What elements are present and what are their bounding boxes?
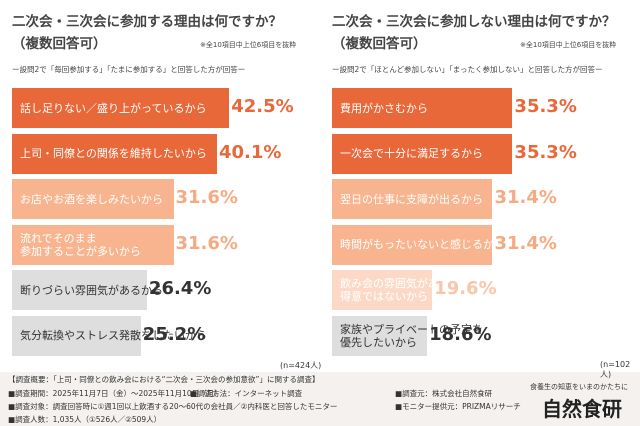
footer-line: ■調査人数：1,035人（①526人／②509人）: [8, 415, 162, 424]
footer-line: ■モニター提供元：PRIZMAリサーチ: [395, 402, 521, 411]
sample-size: (n=102人): [600, 360, 631, 379]
footer-line: ■調査期間：2025年11月7日（金）～2025年11月10日（月）: [8, 389, 222, 398]
category-label: 時間がもったいないと感じるから: [340, 238, 505, 251]
question-note: ー設問2で「毎回参加する」「たまに参加する」と回答した方が回答ー: [12, 65, 246, 74]
chart-title: 二次会・三次会に参加する理由は何ですか？: [12, 14, 282, 30]
footer-bg: [0, 372, 640, 426]
category-label: 費用がかさむから: [340, 101, 428, 115]
bar: [332, 315, 428, 356]
bar: [12, 224, 174, 265]
chart-subtitle: （複数回答可）: [12, 36, 107, 52]
value-label: 42.5%: [231, 96, 294, 117]
sample-size: (n=424人): [280, 361, 322, 370]
footer-line: ■調査対象：調査回答時に①週1回以上飲酒する20～60代の会社員／②内科医と回答…: [8, 402, 338, 411]
chart-note: ※全10項目中上位6項目を抜粋: [200, 41, 297, 49]
value-label: 18.6%: [429, 323, 492, 345]
footer-line: ■調査方法：インターネット調査: [190, 389, 303, 398]
bar: [332, 88, 513, 128]
question-note: ー設問2で「ほとんど参加しない」「まったく参加しない」と回答した方が回答ー: [332, 65, 603, 74]
bar: [332, 270, 433, 310]
value-label: 31.6%: [175, 187, 238, 208]
bar: [332, 224, 493, 265]
category-label: 流れでそのまま 参加することが多いから: [20, 231, 141, 258]
category-label: 飲み会の雰囲気があまり 得意ではないから: [340, 277, 461, 303]
tagline: 食養生の知恵をいまのかたちに: [530, 383, 628, 391]
bar: [12, 88, 230, 128]
chart-note: ※全10項目中上位6項目を抜粋: [520, 41, 617, 49]
bar: [332, 133, 513, 174]
brand: 自然食研: [542, 397, 622, 421]
chart-subtitle: （複数回答可）: [332, 36, 427, 52]
category-label: 話し足りない／盛り上がっているから: [20, 101, 207, 115]
value-label: 40.1%: [218, 141, 282, 163]
category-label: お店やお酒を楽しみたいから: [20, 192, 163, 206]
value-label: 25.2%: [142, 323, 206, 345]
footer-line: 【調査概要：「上司・同僚との飲み会における“二次会・三次会の参加意欲”」に関する…: [8, 375, 320, 384]
value-label: 31.6%: [175, 232, 238, 254]
category-label: 家族やプライベートの予定を 優先したいから: [340, 322, 483, 349]
category-label: 上司・同僚との関係を維持したいから: [20, 147, 207, 160]
bar: [332, 179, 493, 219]
chart-title: 二次会・三次会に参加しない理由は何ですか？: [332, 14, 616, 30]
value-label: 19.6%: [434, 278, 497, 299]
value-label: 35.3%: [514, 141, 577, 163]
bar: [12, 133, 217, 174]
value-label: 31.4%: [494, 232, 557, 254]
value-label: 35.3%: [514, 96, 577, 117]
category-label: 一次会で十分に満足するから: [340, 147, 483, 160]
category-label: 気分転換やストレス発散をしたいから: [20, 329, 207, 342]
bar: [12, 270, 147, 310]
category-label: 翌日の仕事に支障が出るから: [340, 192, 483, 206]
value-label: 31.4%: [494, 187, 557, 208]
bar: [12, 179, 174, 219]
value-label: 26.4%: [148, 278, 212, 299]
bar: [12, 315, 141, 356]
footer-line: ■調査元：株式会社自然食研: [395, 389, 493, 398]
category-label: 断りづらい雰囲気があるから: [20, 283, 163, 297]
